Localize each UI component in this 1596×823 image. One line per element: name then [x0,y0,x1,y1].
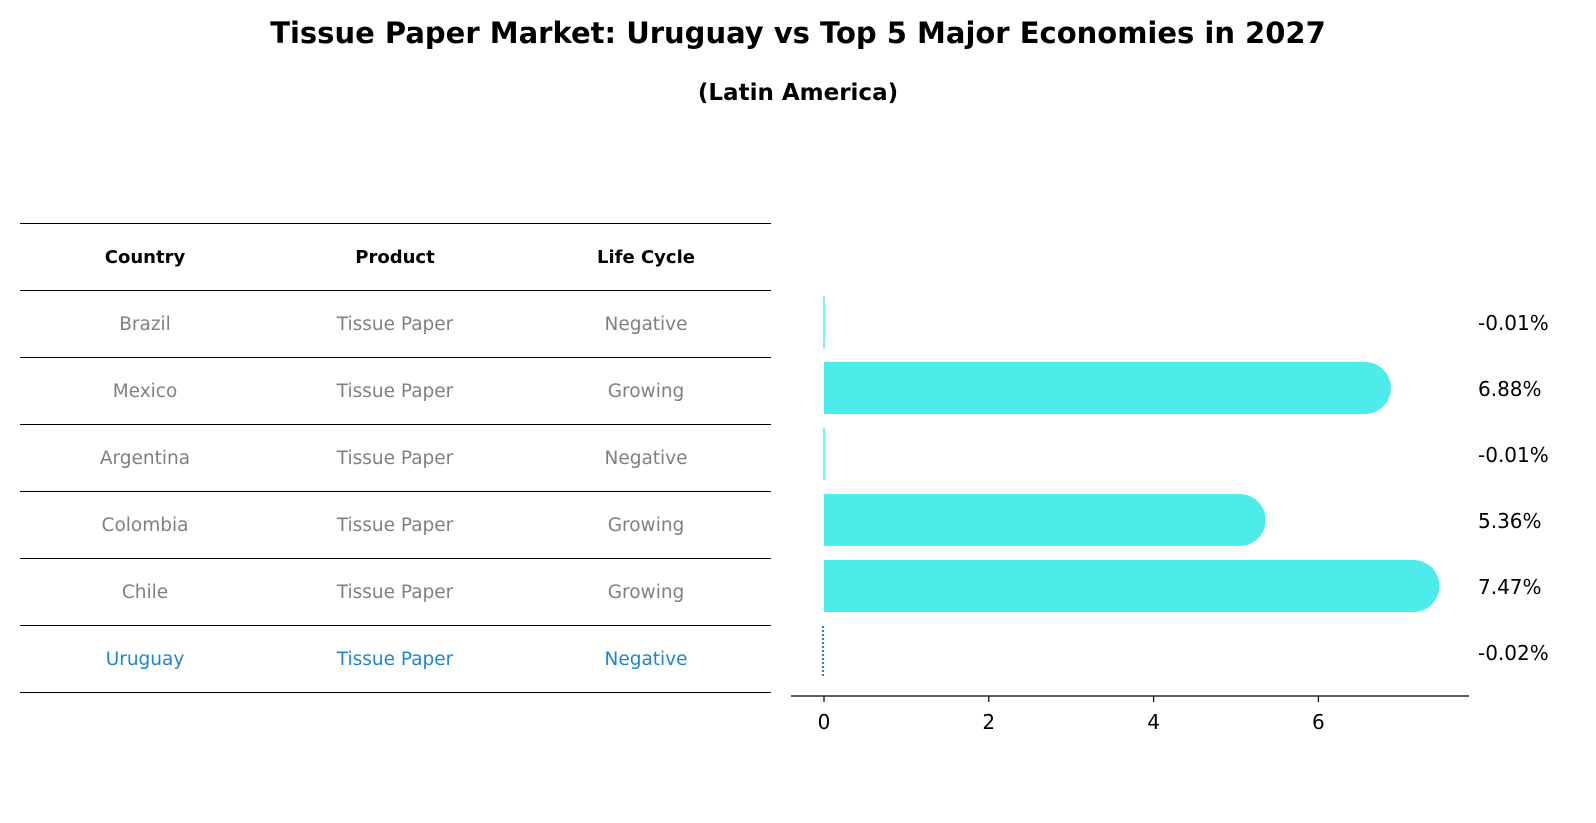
table-row: Mexico Tissue Paper Growing [20,357,771,424]
product-cell: Tissue Paper [336,581,454,603]
country-cell: Mexico [112,380,178,402]
value-label-brazil: -0.01% [1478,311,1549,335]
product-cell: Tissue Paper [336,648,454,670]
life-cycle-cell: Negative [604,447,688,469]
life-cycle-cell: Negative [604,648,688,670]
table-row: Argentina Tissue Paper Negative [20,424,771,491]
table-row: Brazil Tissue Paper Negative [20,290,771,357]
country-cell: Brazil [119,313,171,335]
chart-subtitle: (Latin America) [697,80,899,106]
chart-title: Tissue Paper Market: Uruguay vs Top 5 Ma… [270,16,1326,50]
header-life-cycle: Life Cycle [597,246,695,268]
value-label-chile: 7.47% [1478,575,1542,599]
life-cycle-cell: Negative [604,313,688,335]
table-row-highlighted: Uruguay Tissue Paper Negative [20,625,771,693]
product-cell: Tissue Paper [336,447,454,469]
product-cell: Tissue Paper [336,313,454,335]
header-product: Product [355,246,435,268]
value-label-argentina: -0.01% [1478,443,1549,467]
country-cell: Chile [121,581,169,603]
product-cell: Tissue Paper [336,380,454,402]
life-cycle-cell: Growing [607,380,685,402]
header-country: Country [104,246,186,268]
table-header-row: Country Product Life Cycle [20,223,771,290]
bar-chile [824,560,1440,612]
country-cell: Colombia [101,514,189,536]
life-cycle-cell: Growing [607,581,685,603]
country-cell: Uruguay [105,648,185,670]
table-row: Chile Tissue Paper Growing [20,558,771,625]
product-cell: Tissue Paper [336,514,454,536]
value-label-uruguay: -0.02% [1478,641,1549,665]
country-cell: Argentina [99,447,191,469]
x-tick-label-0: 0 [818,710,831,734]
bar-mexico [824,362,1391,414]
x-tick-label-6: 6 [1312,710,1325,734]
bar-colombia [824,494,1266,546]
value-label-colombia: 5.36% [1478,509,1542,533]
x-tick-label-4: 4 [1147,710,1160,734]
table-row: Colombia Tissue Paper Growing [20,491,771,558]
life-cycle-cell: Growing [607,514,685,536]
value-label-mexico: 6.88% [1478,377,1542,401]
x-tick-label-2: 2 [982,710,995,734]
market-table: Country Product Life Cycle Brazil Tissue… [20,223,771,693]
